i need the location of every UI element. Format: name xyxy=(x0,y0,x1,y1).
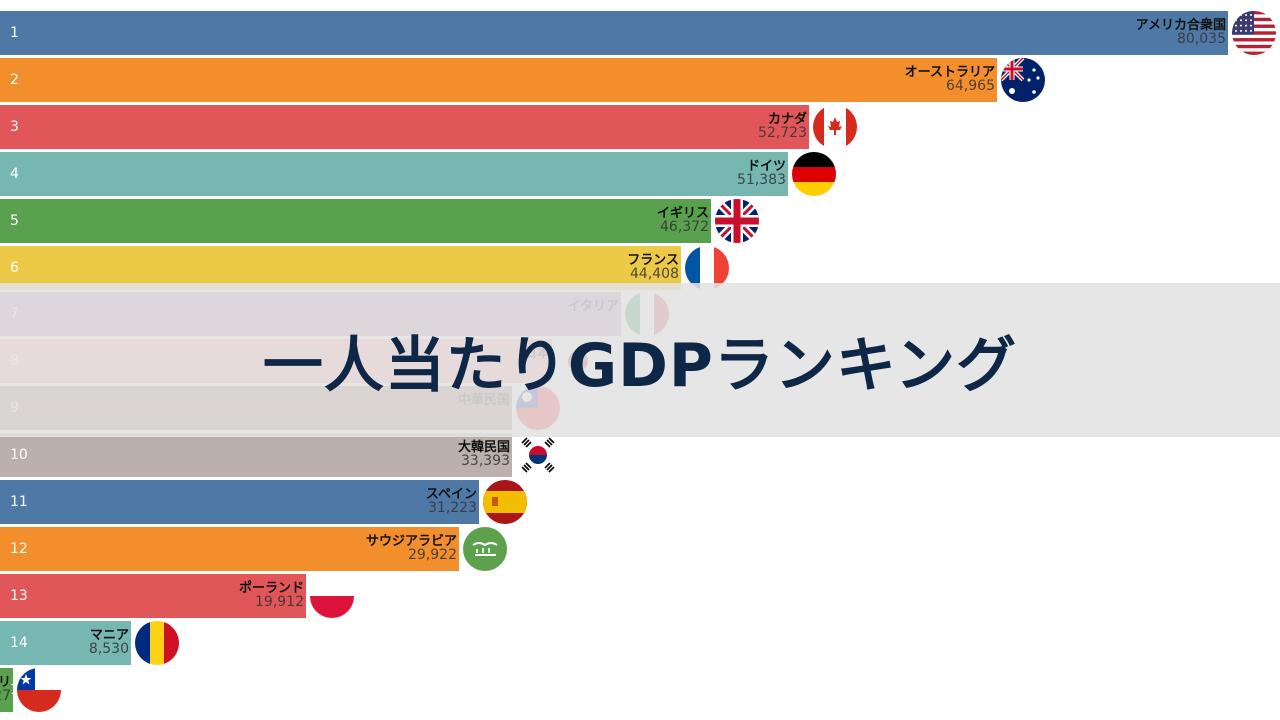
bar-label: スペイン 31,223 xyxy=(426,488,477,515)
flag-korea-icon xyxy=(516,433,560,477)
flag-saudi-arabia-icon xyxy=(463,527,507,571)
rank-label: 1 xyxy=(10,25,19,41)
bar-label: カナダ 52,723 xyxy=(758,113,807,140)
flag-romania-icon xyxy=(135,621,179,665)
flag-france-icon xyxy=(685,246,729,290)
value-label: 52,723 xyxy=(758,125,807,141)
country-name: ポーランド xyxy=(238,581,304,596)
value-label: 31,223 xyxy=(428,500,477,516)
country-name: チリ xyxy=(0,675,11,690)
bar-label: ドイツ 51,383 xyxy=(737,160,786,187)
country-name: アメリカ合衆国 xyxy=(1135,18,1226,33)
bar-3 xyxy=(0,105,809,149)
flag-australia-icon xyxy=(1001,58,1045,102)
rank-label: 10 xyxy=(10,447,28,463)
bar-15 xyxy=(0,668,13,712)
bar-14 xyxy=(0,621,131,665)
flag-uk-icon xyxy=(715,199,759,243)
rank-label: 6 xyxy=(10,260,19,276)
bar-13 xyxy=(0,574,306,618)
rank-label: 2 xyxy=(10,72,19,88)
bar-label: チリ827 xyxy=(0,676,11,703)
title-banner: 一人当たりGDPランキング xyxy=(0,283,1280,437)
bar-label: マニア 8,530 xyxy=(89,629,129,656)
bar-label: オーストラリア 64,965 xyxy=(905,66,995,93)
flag-poland-icon xyxy=(310,574,354,618)
bar-label: サウジアラビア 29,922 xyxy=(366,535,457,562)
bar-4 xyxy=(0,152,788,196)
value-label: 827 xyxy=(0,688,11,704)
value-label: 33,393 xyxy=(461,453,510,469)
flag-canada-icon xyxy=(813,105,857,149)
bar-label: ポーランド 19,912 xyxy=(239,582,304,609)
country-name: イギリス xyxy=(656,206,709,221)
rank-label: 5 xyxy=(10,213,19,229)
bar-label: アメリカ合衆国 80,035 xyxy=(1136,19,1226,46)
flag-spain-icon xyxy=(483,480,527,524)
value-label: 8,530 xyxy=(88,641,129,657)
rank-label: 4 xyxy=(10,166,19,182)
bar-label: フランス 44,408 xyxy=(627,254,679,281)
rank-label: 14 xyxy=(10,635,28,651)
bar-2 xyxy=(0,58,997,102)
value-label: 19,912 xyxy=(255,594,304,610)
rank-label: 13 xyxy=(10,588,28,604)
country-name: カナダ xyxy=(767,112,807,127)
flag-germany-icon xyxy=(792,152,836,196)
bar-label: 大韓民国 33,393 xyxy=(458,441,510,468)
country-name: ドイツ xyxy=(746,159,786,174)
value-label: 46,372 xyxy=(660,219,709,235)
bar-6 xyxy=(0,246,681,290)
flag-usa-icon xyxy=(1232,11,1276,55)
rank-label: 11 xyxy=(10,494,28,510)
value-label: 64,965 xyxy=(946,78,995,94)
rank-label: 12 xyxy=(10,541,28,557)
bar-5 xyxy=(0,199,711,243)
bar-label: イギリス 46,372 xyxy=(657,207,709,234)
bar-11 xyxy=(0,480,479,524)
bar-12 xyxy=(0,527,459,571)
bar-1 xyxy=(0,11,1228,55)
chart-title: 一人当たりGDPランキング xyxy=(262,330,1018,401)
country-name: サウジアラビア xyxy=(365,534,457,549)
flag-chile-icon xyxy=(17,668,61,712)
value-label: 29,922 xyxy=(408,547,457,563)
bar-10 xyxy=(0,433,512,477)
country-name: マニア xyxy=(89,628,129,643)
value-label: 51,383 xyxy=(737,172,786,188)
country-name: オーストラリア xyxy=(904,65,995,80)
value-label: 44,408 xyxy=(630,266,679,282)
country-name: フランス xyxy=(627,253,679,268)
value-label: 80,035 xyxy=(1177,31,1226,47)
country-name: スペイン xyxy=(425,487,477,502)
rank-label: 3 xyxy=(10,119,19,135)
country-name: 大韓民国 xyxy=(457,440,510,455)
